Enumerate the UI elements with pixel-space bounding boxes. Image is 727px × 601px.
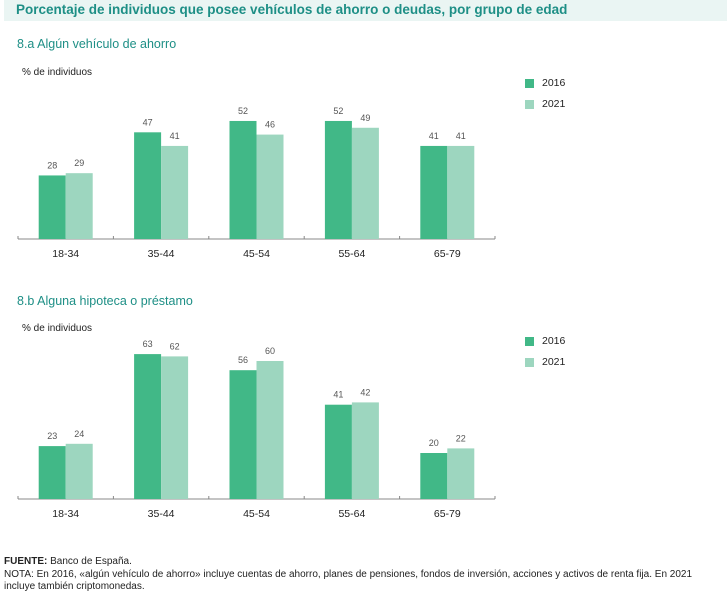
chart-a-legend-2016: 2016 xyxy=(525,77,565,89)
data-label: 62 xyxy=(170,341,180,351)
data-label: 41 xyxy=(333,390,343,400)
bar-2016 xyxy=(38,175,66,239)
legend-swatch-2021 xyxy=(525,357,534,367)
bar-2021 xyxy=(256,134,284,239)
legend-label: 2016 xyxy=(542,77,566,89)
source-label: FUENTE: xyxy=(4,556,48,567)
bar-2016 xyxy=(420,145,448,239)
data-label: 46 xyxy=(265,120,275,130)
bar-2016 xyxy=(324,404,352,499)
chart-b-title: 8.b Alguna hipoteca o préstamo xyxy=(17,294,193,308)
bar-2016 xyxy=(38,446,66,499)
data-label: 41 xyxy=(456,131,466,141)
x-tick-label: 45-54 xyxy=(243,508,270,520)
x-tick-label: 65-79 xyxy=(434,508,461,520)
legend-label: 2021 xyxy=(542,356,566,368)
x-tick-label: 55-64 xyxy=(338,248,365,260)
chart-a-legend-2021: 2021 xyxy=(525,98,565,110)
bar-2021 xyxy=(65,173,93,239)
bar-2016 xyxy=(324,120,352,239)
chart-b-legend-2021: 2021 xyxy=(525,356,565,368)
data-label: 60 xyxy=(265,346,275,356)
data-label: 24 xyxy=(74,429,84,439)
data-label: 49 xyxy=(360,113,370,123)
data-label: 52 xyxy=(333,106,343,116)
bar-2021 xyxy=(256,361,284,499)
chart-b-ylabel: % de individuos xyxy=(22,323,93,334)
bar-2021 xyxy=(447,145,475,239)
x-tick-label: 35-44 xyxy=(148,248,175,260)
data-label: 23 xyxy=(47,431,57,441)
bar-2016 xyxy=(229,370,257,499)
data-label: 42 xyxy=(360,387,370,397)
chart-a-title: 8.a Algún vehículo de ahorro xyxy=(17,37,177,51)
data-label: 56 xyxy=(238,355,248,365)
legend-swatch-2021 xyxy=(525,99,534,109)
data-label: 47 xyxy=(143,117,153,127)
data-label: 29 xyxy=(74,158,84,168)
source-text: Banco de España. xyxy=(47,556,132,567)
bar-2021 xyxy=(447,448,475,499)
data-label: 22 xyxy=(456,433,466,443)
data-label: 41 xyxy=(429,131,439,141)
x-tick-label: 65-79 xyxy=(434,248,461,260)
figure-title: Porcentaje de individuos que posee vehíc… xyxy=(16,2,568,17)
legend-swatch-2016 xyxy=(525,336,534,346)
title-bar: Porcentaje de individuos que posee vehíc… xyxy=(4,0,727,21)
bar-2021 xyxy=(351,127,379,239)
bar-2016 xyxy=(420,453,448,499)
data-label: 20 xyxy=(429,438,439,448)
x-tick-label: 18-34 xyxy=(52,248,79,260)
x-tick-label: 18-34 xyxy=(52,508,79,520)
footer: FUENTE: Banco de España. NOTA: En 2016, … xyxy=(4,556,724,594)
x-tick-label: 35-44 xyxy=(148,508,175,520)
chart-b-legend-2016: 2016 xyxy=(525,335,565,347)
chart-a-ylabel: % de individuos xyxy=(22,67,93,78)
x-tick-label: 45-54 xyxy=(243,248,270,260)
legend-label: 2021 xyxy=(542,98,566,110)
chart-b: 23 24 18-34 63 62 35-44 56 60 45-54 41 42 55-64 20 22… xyxy=(17,339,496,520)
legend-label: 2016 xyxy=(542,335,566,347)
note-text: NOTA: En 2016, «algún vehículo de ahorro… xyxy=(4,568,693,593)
data-label: 41 xyxy=(170,131,180,141)
data-label: 28 xyxy=(47,160,57,170)
bar-2016 xyxy=(134,132,162,239)
data-label: 52 xyxy=(238,106,248,116)
bar-2021 xyxy=(161,145,189,239)
bar-2016 xyxy=(229,120,257,239)
bar-2021 xyxy=(161,356,189,499)
chart-a: 28 29 18-34 47 41 35-44 52 46 45-54 52 49 55-64 41 41… xyxy=(17,106,496,260)
bar-2016 xyxy=(134,354,162,499)
source-line: FUENTE: Banco de España. xyxy=(4,556,724,569)
bar-2021 xyxy=(65,443,93,499)
bar-2021 xyxy=(351,402,379,499)
x-tick-label: 55-64 xyxy=(338,508,365,520)
legend-swatch-2016 xyxy=(525,78,534,88)
data-label: 63 xyxy=(143,339,153,349)
